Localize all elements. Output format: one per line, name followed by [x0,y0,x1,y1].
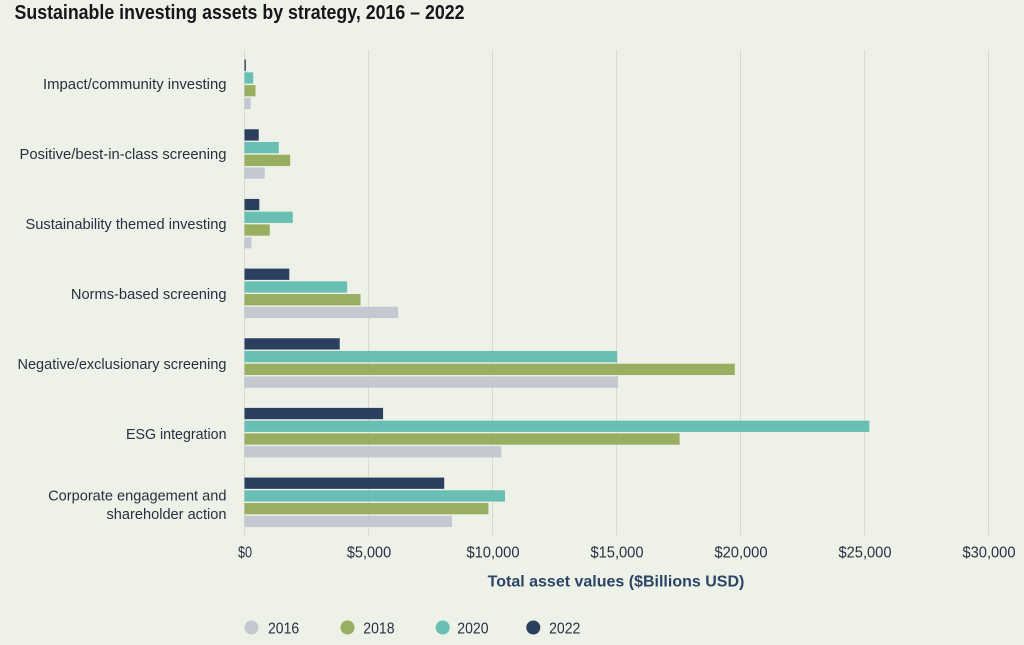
svg-text:Negative/exclusionary screenin: Negative/exclusionary screening [18,356,227,373]
svg-text:2020: 2020 [457,621,488,638]
svg-text:$25,000: $25,000 [839,545,892,562]
svg-text:Sustainable investing assets b: Sustainable investing assets by strategy… [15,2,465,24]
svg-text:$10,000: $10,000 [467,545,520,562]
svg-text:Impact/community investing: Impact/community investing [43,76,227,93]
svg-text:Total asset values ($Billions: Total asset values ($Billions USD) [488,574,745,591]
svg-text:$0: $0 [238,545,252,562]
svg-text:$5,000: $5,000 [347,545,391,562]
svg-text:ESG integration: ESG integration [126,426,227,443]
svg-text:$15,000: $15,000 [591,545,644,562]
svg-text:$20,000: $20,000 [715,545,768,562]
svg-text:2022: 2022 [549,621,580,638]
svg-text:shareholder action: shareholder action [107,506,227,523]
svg-text:Norms-based screening: Norms-based screening [71,286,227,303]
svg-text:2016: 2016 [268,621,299,638]
svg-text:2018: 2018 [363,621,394,638]
svg-text:Corporate engagement and: Corporate engagement and [48,487,226,504]
svg-text:Positive/best-in-class screeni: Positive/best-in-class screening [20,146,227,163]
svg-text:$30,000: $30,000 [963,545,1016,562]
svg-text:Sustainability themed investin: Sustainability themed investing [26,216,227,233]
